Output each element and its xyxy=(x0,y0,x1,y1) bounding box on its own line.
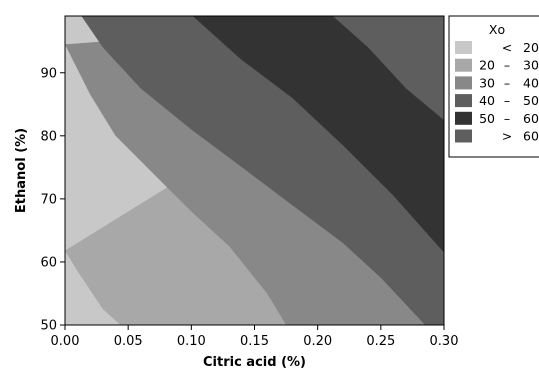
legend-range-high: 40 xyxy=(523,75,539,90)
y-tick-label: 50 xyxy=(40,319,57,334)
legend-range-sep: – xyxy=(504,58,510,73)
y-tick-label: 60 xyxy=(40,255,57,270)
x-axis-title: Citric acid (%) xyxy=(203,355,306,370)
x-tick-label: 0.15 xyxy=(240,334,269,349)
region-50-60 xyxy=(192,16,444,253)
legend-range-low: 30 xyxy=(479,75,495,90)
x-tick-label: 0.30 xyxy=(430,334,459,349)
legend-swatch xyxy=(455,129,472,143)
legend-range-high: 30 xyxy=(523,58,539,73)
legend-range-high: 50 xyxy=(523,93,539,108)
legend-range-sep: > xyxy=(502,129,512,144)
x-axis: 0.00 0.05 0.10 0.15 0.20 0.25 0.30 xyxy=(51,325,459,349)
legend-swatch xyxy=(455,41,472,54)
legend-range-high: 60 xyxy=(523,129,539,144)
x-tick-label: 0.05 xyxy=(114,334,143,349)
x-tick-label: 0.10 xyxy=(177,334,206,349)
legend-range-sep: – xyxy=(504,93,510,108)
legend-range-low: 50 xyxy=(479,111,495,126)
legend-range-high: 20 xyxy=(523,40,539,55)
legend-swatch xyxy=(455,111,472,125)
legend-range-low: 20 xyxy=(479,58,495,73)
legend-swatch xyxy=(455,94,472,108)
y-axis: 50 60 70 80 90 xyxy=(40,66,65,334)
legend-range-low: 40 xyxy=(479,93,495,108)
legend-swatch xyxy=(455,76,472,90)
y-tick-label: 90 xyxy=(40,66,57,81)
y-axis-title: Ethanol (%) xyxy=(14,128,29,213)
legend-range-sep: – xyxy=(504,111,510,126)
x-tick-label: 0.25 xyxy=(366,334,395,349)
x-tick-label: 0.00 xyxy=(51,334,80,349)
y-tick-label: 70 xyxy=(40,192,57,207)
x-tick-label: 0.20 xyxy=(303,334,332,349)
legend-swatch xyxy=(455,58,472,72)
legend-range-sep: < xyxy=(502,40,512,55)
plot-area xyxy=(65,16,445,325)
legend-range-sep: – xyxy=(504,75,510,90)
legend-title: Xo xyxy=(489,22,505,37)
y-tick-label: 80 xyxy=(40,129,57,144)
legend-range-high: 60 xyxy=(523,111,539,126)
